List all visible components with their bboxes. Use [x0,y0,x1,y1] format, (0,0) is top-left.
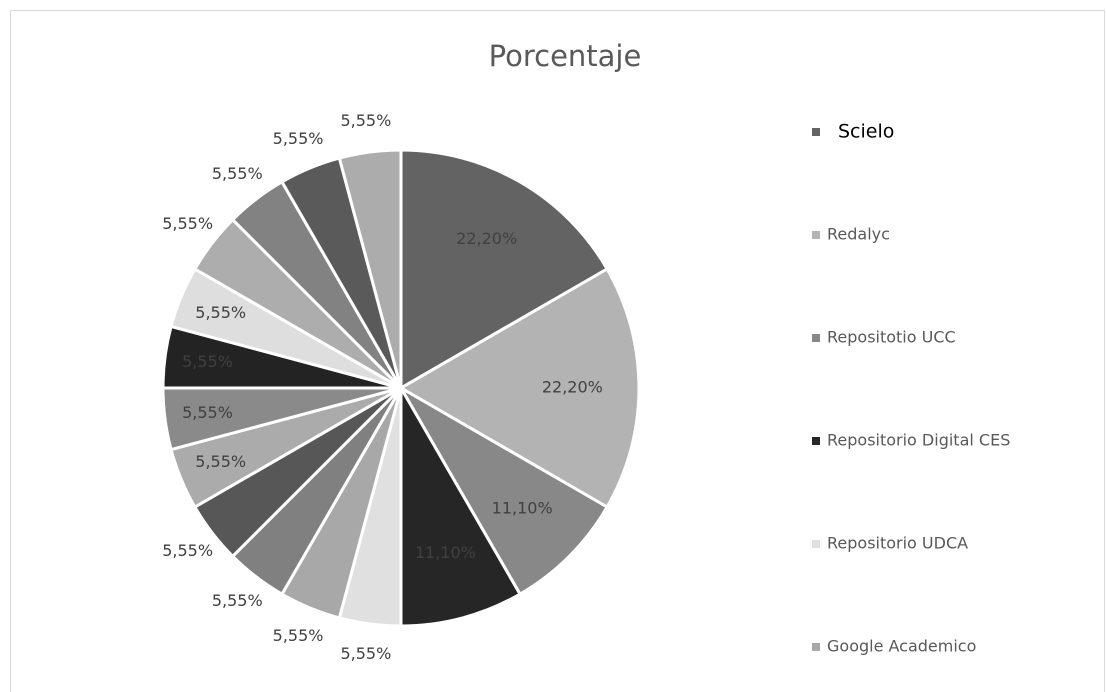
data-label: 22,20% [456,229,517,248]
pie-slice [399,382,523,628]
data-label: 5,55% [182,403,233,422]
legend-label: Repositorio UDCA [827,534,968,553]
legend-swatch [812,540,820,548]
legend-label: Repositotio UCC [827,328,956,347]
data-label: 22,20% [542,378,603,397]
pie-slice [398,266,641,510]
pie-slice [396,383,610,597]
pie-slice [399,148,610,391]
data-label: 5,55% [273,129,324,148]
data-label: 5,55% [162,214,213,233]
legend-swatch [812,334,820,342]
chart-title: Porcentaje [489,39,642,73]
legend-label: Scielo [838,121,894,143]
legend-label: Repositorio Digital CES [827,431,1010,450]
data-label: 5,55% [195,452,246,471]
data-label: 5,55% [340,644,391,663]
data-label: 5,55% [273,626,324,645]
data-label: 11,10% [415,543,476,562]
legend-label: Google Academico [827,637,976,656]
data-label: 5,55% [182,352,233,371]
data-label: 5,55% [195,303,246,322]
legend-swatch [812,128,820,136]
data-label: 11,10% [492,499,553,518]
legend-swatch [812,643,820,651]
legend-label: Redalyc [827,225,890,244]
pie-slice [337,148,403,389]
legend-swatch [812,231,820,239]
legend-swatch [812,437,820,445]
data-label: 5,55% [212,164,263,183]
data-label: 5,55% [340,111,391,130]
data-label: 5,55% [212,591,263,610]
data-label: 5,55% [162,541,213,560]
chart-frame [10,10,1105,692]
